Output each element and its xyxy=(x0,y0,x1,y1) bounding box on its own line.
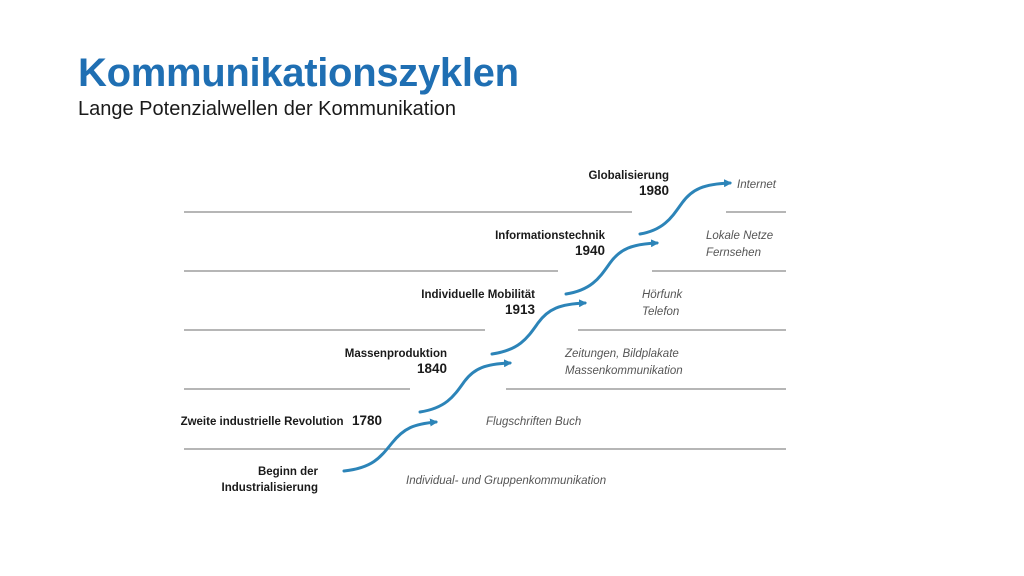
wave-1 xyxy=(342,418,438,473)
cycle-4-media-line-2: Telefon xyxy=(642,306,679,318)
cycle-4-media-line-1: Hörfunk xyxy=(642,289,684,301)
cycle-1-label-line-1: Beginn der xyxy=(258,466,319,478)
cycle-5-year: 1940 xyxy=(575,243,605,258)
cycle-1-label-line-2: Industrialisierung xyxy=(222,482,319,494)
cycle-1-media: Individual- und Gruppenkommunikation xyxy=(406,475,606,487)
cycle-3-media-line-2: Massenkommunikation xyxy=(565,365,683,377)
wave-4 xyxy=(564,239,659,296)
cycle-2-label-text: Zweite industrielle Revolution xyxy=(181,416,344,428)
milestone-labels: Beginn der Industrialisierung Zweite ind… xyxy=(181,170,669,494)
cycle-4-year: 1913 xyxy=(505,302,536,317)
cycle-3-media-line-1: Zeitungen, Bildplakate xyxy=(564,348,679,360)
wave-3 xyxy=(490,299,587,356)
cycle-3-label: Massenproduktion xyxy=(345,348,447,360)
wave-2 xyxy=(418,359,512,414)
cycle-5-media-line-1: Lokale Netze xyxy=(706,230,773,242)
cycle-2-label: Zweite industrielle Revolution 1780 xyxy=(181,412,382,429)
cycle-6-year: 1980 xyxy=(639,183,669,198)
cycle-4-label: Individuelle Mobilität xyxy=(421,289,535,301)
cycle-2-media: Flugschriften Buch xyxy=(486,416,581,428)
media-labels: Individual- und Gruppenkommunikation Flu… xyxy=(406,179,777,487)
waves xyxy=(342,179,732,473)
wave-5 xyxy=(638,179,732,236)
cycle-5-media-line-2: Fernsehen xyxy=(706,247,761,259)
cycle-5-label: Informationstechnik xyxy=(495,230,606,242)
separator-lines xyxy=(184,211,786,450)
cycle-6-media: Internet xyxy=(737,179,777,191)
page-title: Kommunikationszyklen xyxy=(78,51,519,95)
page-subtitle: Lange Potenzialwellen der Kommunikation xyxy=(78,98,457,120)
cycle-2-year: 1780 xyxy=(352,413,382,428)
cycle-3-year: 1840 xyxy=(417,361,447,376)
cycle-6-label: Globalisierung xyxy=(588,170,669,182)
